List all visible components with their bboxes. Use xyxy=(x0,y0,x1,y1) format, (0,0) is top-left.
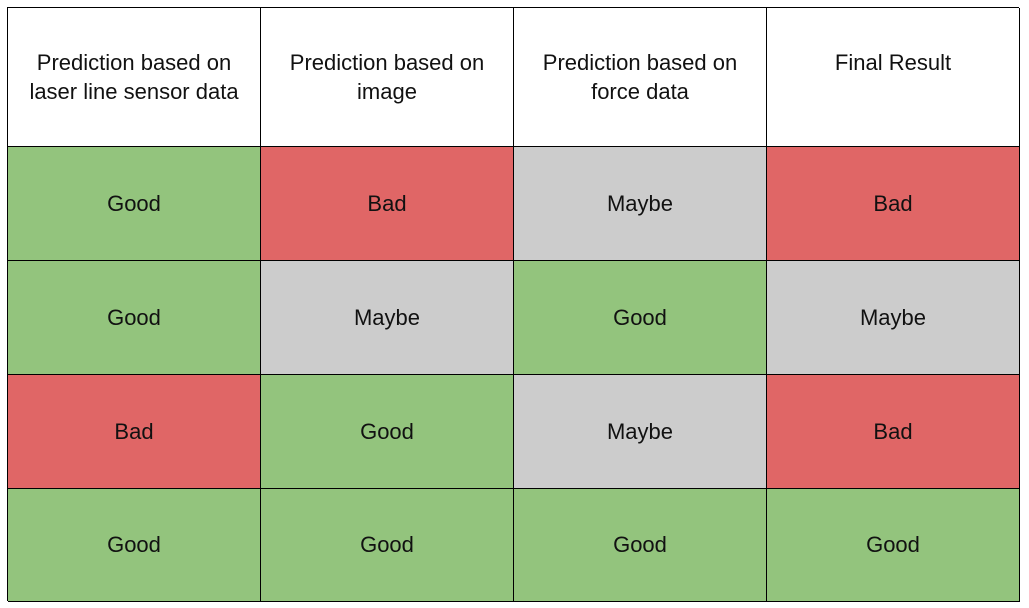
table-cell: Maybe xyxy=(261,261,514,375)
table-cell: Bad xyxy=(767,375,1020,489)
prediction-table: Prediction based on laser line sensor da… xyxy=(7,7,1020,602)
header-cell-laser: Prediction based on laser line sensor da… xyxy=(8,8,261,147)
table-cell: Bad xyxy=(261,147,514,261)
header-cell-image: Prediction based on image xyxy=(261,8,514,147)
table-cell: Bad xyxy=(8,375,261,489)
table-cell: Good xyxy=(261,489,514,602)
header-cell-force: Prediction based on force data xyxy=(514,8,767,147)
table-cell: Good xyxy=(514,489,767,602)
header-label: Prediction based on laser line sensor da… xyxy=(29,50,239,104)
header-cell-final: Final Result xyxy=(767,8,1020,147)
header-label: Final Result xyxy=(834,50,952,75)
table-cell: Good xyxy=(8,147,261,261)
table-cell: Good xyxy=(767,489,1020,602)
table-cell: Maybe xyxy=(514,147,767,261)
table-cell: Good xyxy=(261,375,514,489)
table-cell: Good xyxy=(8,489,261,602)
table-cell: Maybe xyxy=(514,375,767,489)
header-label: Prediction based on force data xyxy=(542,50,738,104)
header-label: Prediction based on image xyxy=(289,50,485,104)
table-cell: Good xyxy=(8,261,261,375)
table-cell: Maybe xyxy=(767,261,1020,375)
table-cell: Good xyxy=(514,261,767,375)
table-cell: Bad xyxy=(767,147,1020,261)
